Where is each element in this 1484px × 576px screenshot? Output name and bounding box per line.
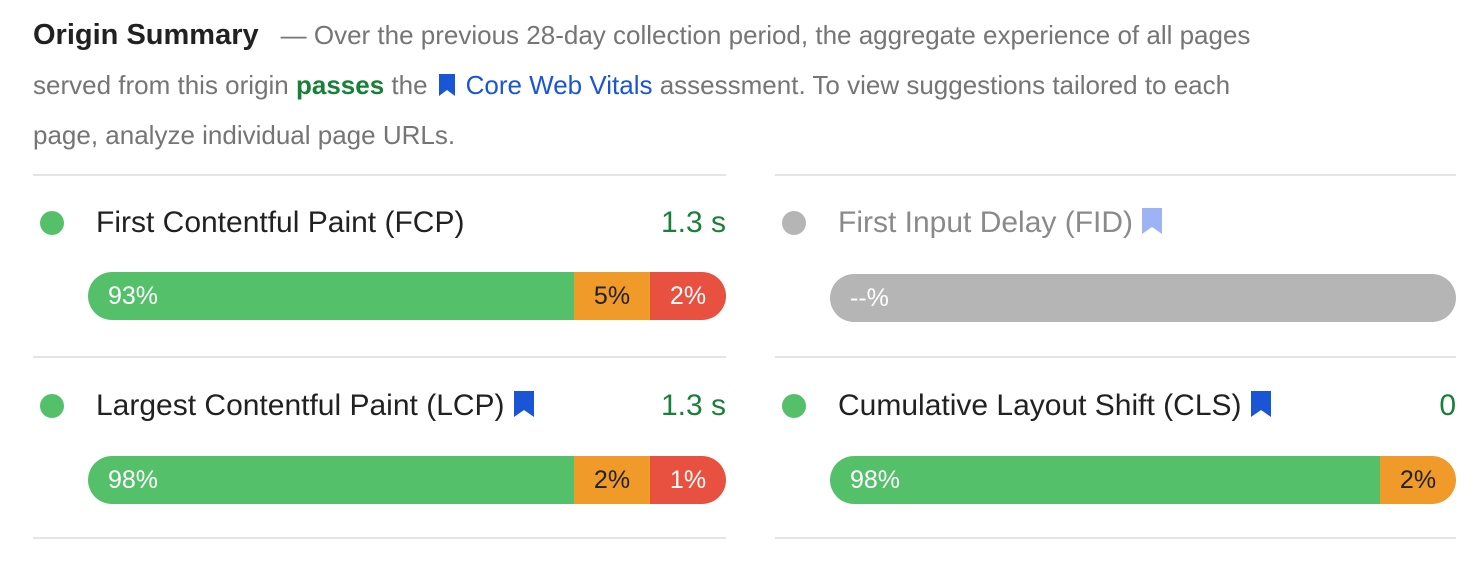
- needs-improvement-segment: 2%: [574, 456, 650, 504]
- summary-line-3: page, analyze individual page URLs.: [33, 110, 1433, 160]
- metric-value: 0: [1439, 389, 1456, 422]
- status-dot: [40, 211, 64, 235]
- metric-value: 1.3 s: [660, 389, 726, 422]
- divider-right-bottom: [775, 537, 1456, 539]
- divider-left-bottom: [33, 537, 726, 539]
- needs-improvement-segment: 5%: [574, 272, 650, 320]
- summary-line-2: served from this origin passes the Core W…: [33, 60, 1433, 110]
- divider-right-middle: [775, 356, 1456, 358]
- metric-header-cls: Cumulative Layout Shift (CLS) 0: [782, 386, 1456, 426]
- summary-suggestion-text: assessment. To view suggestions tailored…: [659, 70, 1231, 100]
- metric-name: Cumulative Layout Shift (CLS): [838, 389, 1242, 422]
- metric-header-fcp: First Contentful Paint (FCP) 1.3 s: [40, 203, 726, 243]
- needs-improvement-segment: 2%: [1380, 456, 1456, 504]
- divider-left-top: [33, 174, 726, 176]
- core-web-vitals-link-label: Core Web Vitals: [465, 70, 653, 100]
- status-dot: [782, 394, 806, 418]
- assessment-status: passes: [296, 70, 385, 100]
- bookmark-icon[interactable]: [1250, 390, 1272, 423]
- distribution-bar-fid: --%: [830, 274, 1456, 322]
- good-segment: 98%: [88, 456, 574, 504]
- distribution-bar-lcp: 98% 2% 1%: [88, 456, 726, 504]
- distribution-bar-cls: 98% 2%: [830, 456, 1456, 504]
- origin-summary: Origin Summary — Over the previous 28-day…: [33, 10, 1433, 160]
- metric-name: Largest Contentful Paint (LCP): [96, 389, 505, 422]
- metric-header-fid: First Input Delay (FID): [782, 203, 1456, 243]
- distribution-bar-fcp: 93% 5% 2%: [88, 272, 726, 320]
- poor-segment: 2%: [650, 272, 726, 320]
- bookmark-icon: [438, 63, 456, 113]
- poor-segment: 1%: [650, 456, 726, 504]
- metric-name: First Contentful Paint (FCP): [96, 206, 465, 239]
- good-segment: 98%: [830, 456, 1380, 504]
- bookmark-icon[interactable]: [1141, 207, 1163, 240]
- no-data-segment: --%: [830, 274, 1456, 322]
- good-segment: 93%: [88, 272, 574, 320]
- summary-intro-text: — Over the previous 28-day collection pe…: [280, 20, 1251, 50]
- status-dot: [40, 394, 64, 418]
- summary-analyze-text: page, analyze individual page URLs.: [33, 120, 456, 150]
- metric-header-lcp: Largest Contentful Paint (LCP) 1.3 s: [40, 386, 726, 426]
- summary-origin-text: served from this origin: [33, 70, 289, 100]
- divider-left-middle: [33, 356, 726, 358]
- core-web-vitals-link[interactable]: Core Web Vitals: [428, 70, 653, 100]
- status-dot: [782, 211, 806, 235]
- divider-right-top: [775, 174, 1456, 176]
- bookmark-icon[interactable]: [513, 390, 535, 423]
- summary-line-1: Origin Summary — Over the previous 28-day…: [33, 10, 1433, 60]
- summary-title: Origin Summary: [33, 19, 259, 51]
- metric-value: 1.3 s: [660, 206, 726, 239]
- metric-name: First Input Delay (FID): [838, 206, 1134, 239]
- summary-the-text: the: [391, 70, 428, 100]
